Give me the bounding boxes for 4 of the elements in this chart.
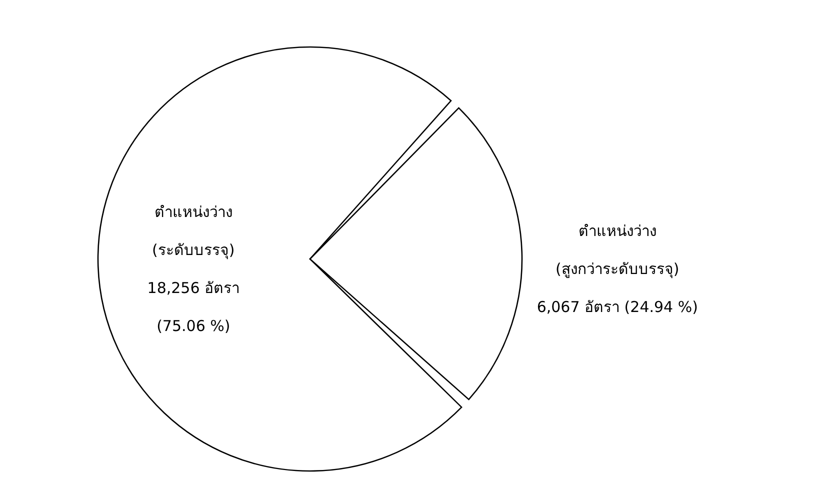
category-label: ตำแหน่งว่าง (สูงกว่าระดับบรรจุ) [556,222,680,278]
category-label: ตำแหน่งว่าง (ระดับบรรจุ) [152,203,235,259]
text: 18,256 อัตรา (75.06 %) [147,279,240,335]
data-label: 6,067 อัตรา (24.94 %) [536,298,698,316]
